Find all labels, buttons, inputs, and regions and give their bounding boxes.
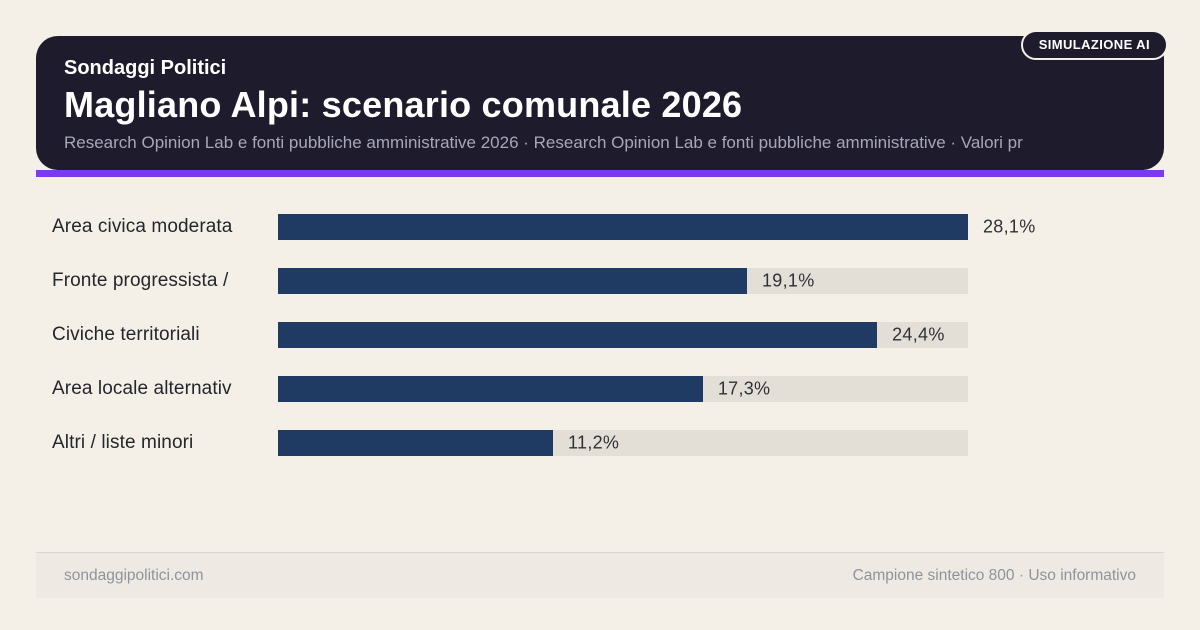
chart-row: Civiche territoriali 24,4%: [36, 322, 1164, 348]
bar-label: Fronte progressista /: [52, 270, 229, 291]
chart-row: Altri / liste minori 11,2%: [36, 430, 1164, 456]
bar-value: 11,2%: [568, 432, 620, 453]
bar-track: 24,4%: [278, 322, 968, 348]
accent-divider: [36, 170, 1164, 177]
chart-row: Area locale alternativ 17,3%: [36, 376, 1164, 402]
page-title: Magliano Alpi: scenario comunale 2026: [64, 84, 743, 125]
bar-label: Area locale alternativ: [52, 378, 232, 399]
bar: [278, 268, 747, 294]
chart-row: Area civica moderata 28,1%: [36, 214, 1164, 240]
bar-chart: Area civica moderata 28,1% Fronte progre…: [36, 214, 1164, 484]
bar: [278, 214, 968, 240]
bar-value: 17,3%: [717, 378, 771, 399]
bar-value: 28,1%: [983, 216, 1036, 237]
bar-track: 28,1%: [278, 214, 1035, 240]
bar-track: 19,1%: [278, 268, 968, 294]
bar: [278, 322, 878, 348]
footer: sondaggipolitici.com Campione sintetico …: [36, 552, 1164, 598]
bar-track: 11,2%: [278, 430, 968, 456]
header-card: Sondaggi Politici Magliano Alpi: scenari…: [36, 30, 1168, 170]
bar-value: 24,4%: [892, 324, 945, 345]
footer-note: Campione sintetico 800 · Uso informativo: [852, 566, 1136, 584]
simulation-badge: SIMULAZIONE AI: [1020, 30, 1168, 60]
bar-label: Area civica moderata: [52, 216, 233, 237]
bar-value: 19,1%: [761, 270, 815, 291]
chart-row: Fronte progressista / 19,1%: [36, 268, 1164, 294]
bar: [278, 376, 703, 402]
bar-label: Civiche territoriali: [52, 324, 200, 345]
page-subtitle: Research Opinion Lab e fonti pubbliche a…: [64, 133, 1023, 153]
bar-track: 17,3%: [278, 376, 968, 402]
brand-kicker: Sondaggi Politici: [64, 57, 227, 79]
footer-source: sondaggipolitici.com: [64, 566, 204, 584]
bar-label: Altri / liste minori: [52, 432, 194, 453]
bar: [278, 430, 554, 456]
